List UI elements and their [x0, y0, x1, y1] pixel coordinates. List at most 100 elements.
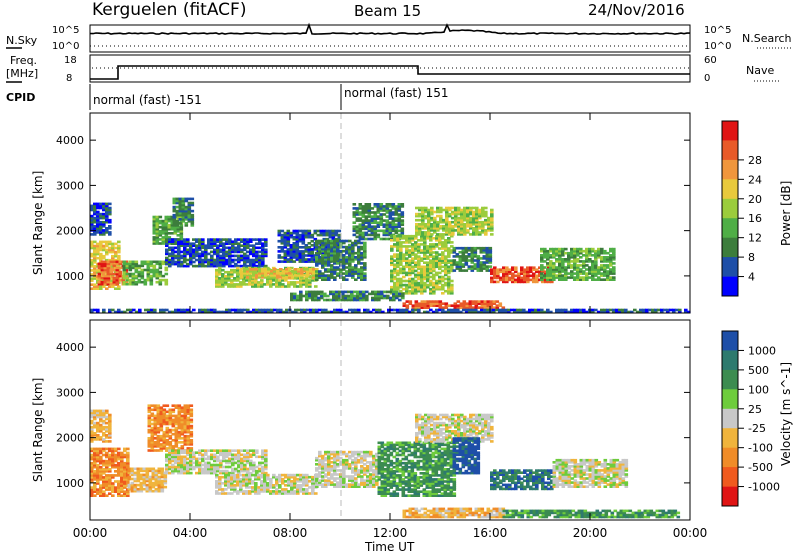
data-cell: [332, 298, 336, 302]
data-cell: [96, 476, 100, 479]
data-cell: [585, 268, 589, 271]
data-cell: [320, 294, 324, 298]
data-cell: [463, 225, 467, 228]
data-cell: [540, 260, 544, 263]
data-cell: [174, 404, 179, 407]
data-cell: [405, 289, 409, 293]
data-cell: [240, 258, 244, 262]
data-cell: [438, 257, 442, 260]
data-cell: [305, 285, 309, 288]
data-cell: [177, 471, 181, 475]
data-cell: [466, 220, 470, 224]
data-cell: [108, 202, 112, 206]
data-cell: [445, 233, 449, 236]
data-cell: [131, 262, 136, 266]
data-cell: [162, 410, 167, 414]
data-cell: [204, 310, 208, 314]
data-cell: [111, 449, 115, 453]
data-cell: [322, 237, 327, 241]
data-cell: [472, 231, 476, 234]
data-cell: [255, 252, 259, 256]
data-cell: [405, 283, 409, 287]
data-cell: [502, 270, 506, 274]
data-cell: [138, 310, 142, 314]
data-cell: [90, 457, 94, 461]
data-cell: [186, 404, 191, 407]
data-cell: [213, 260, 217, 264]
data-cell: [388, 217, 393, 220]
data-cell: [307, 235, 312, 239]
data-cell: [508, 268, 512, 271]
data-cell: [109, 272, 114, 276]
data-cell: [117, 492, 121, 495]
data-cell: [258, 310, 262, 314]
data-cell: [464, 263, 469, 266]
data-cell: [301, 233, 306, 237]
data-cell: [225, 310, 229, 314]
data-cell: [102, 220, 106, 224]
data-cell: [348, 256, 352, 259]
data-cell: [436, 229, 440, 232]
data-cell: [165, 414, 170, 418]
data-cell: [127, 485, 132, 489]
data-cell: [330, 266, 334, 269]
data-cell: [168, 310, 172, 314]
data-cell: [290, 294, 294, 298]
data-cell: [93, 254, 97, 258]
data-cell: [183, 463, 187, 467]
data-cell: [433, 227, 437, 230]
data-cell: [183, 252, 187, 256]
data-cell: [485, 259, 490, 262]
data-cell: [90, 310, 94, 314]
data-cell: [402, 253, 406, 256]
data-cell: [99, 244, 103, 248]
data-cell: [283, 244, 288, 247]
data-cell: [183, 240, 187, 243]
data-cell: [155, 230, 160, 233]
data-cell: [134, 268, 139, 272]
data-cell: [322, 231, 327, 235]
data-cell: [111, 248, 115, 252]
data-cell: [546, 270, 550, 273]
data-cell: [488, 261, 493, 264]
data-cell: [453, 304, 458, 307]
data-cell: [148, 487, 153, 491]
data-cell: [258, 276, 262, 279]
data-cell: [152, 242, 157, 245]
data-cell: [126, 308, 130, 312]
data-cell: [603, 310, 607, 314]
data-cell: [164, 223, 169, 227]
data-cell: [183, 258, 187, 262]
data-cell: [283, 256, 288, 259]
data-cell: [377, 296, 381, 300]
data-cell: [310, 235, 315, 239]
data-cell: [435, 273, 439, 277]
data-cell: [93, 447, 97, 451]
data-cell: [142, 483, 147, 487]
data-cell: [283, 252, 288, 255]
data-cell: [93, 273, 97, 276]
data-cell: [189, 250, 193, 254]
data-cell: [558, 262, 562, 265]
data-cell: [231, 258, 235, 262]
data-cell: [429, 261, 433, 264]
data-cell: [429, 292, 433, 295]
data-cell: [402, 245, 406, 248]
data-cell: [236, 283, 240, 286]
data-cell: [189, 455, 193, 459]
data-cell: [165, 418, 170, 422]
data-cell: [588, 247, 592, 251]
data-cell: [181, 218, 186, 221]
data-cell: [555, 247, 559, 251]
data-cell: [180, 441, 185, 444]
data-cell: [445, 223, 449, 226]
data-cell: [237, 254, 241, 258]
data-cell: [192, 467, 196, 471]
data-cell: [458, 259, 463, 262]
data-cell: [111, 308, 115, 312]
data-cell: [411, 267, 415, 271]
data-cell: [96, 474, 100, 477]
data-cell: [318, 308, 322, 312]
data-cell: [121, 278, 126, 282]
data-cell: [523, 268, 527, 271]
